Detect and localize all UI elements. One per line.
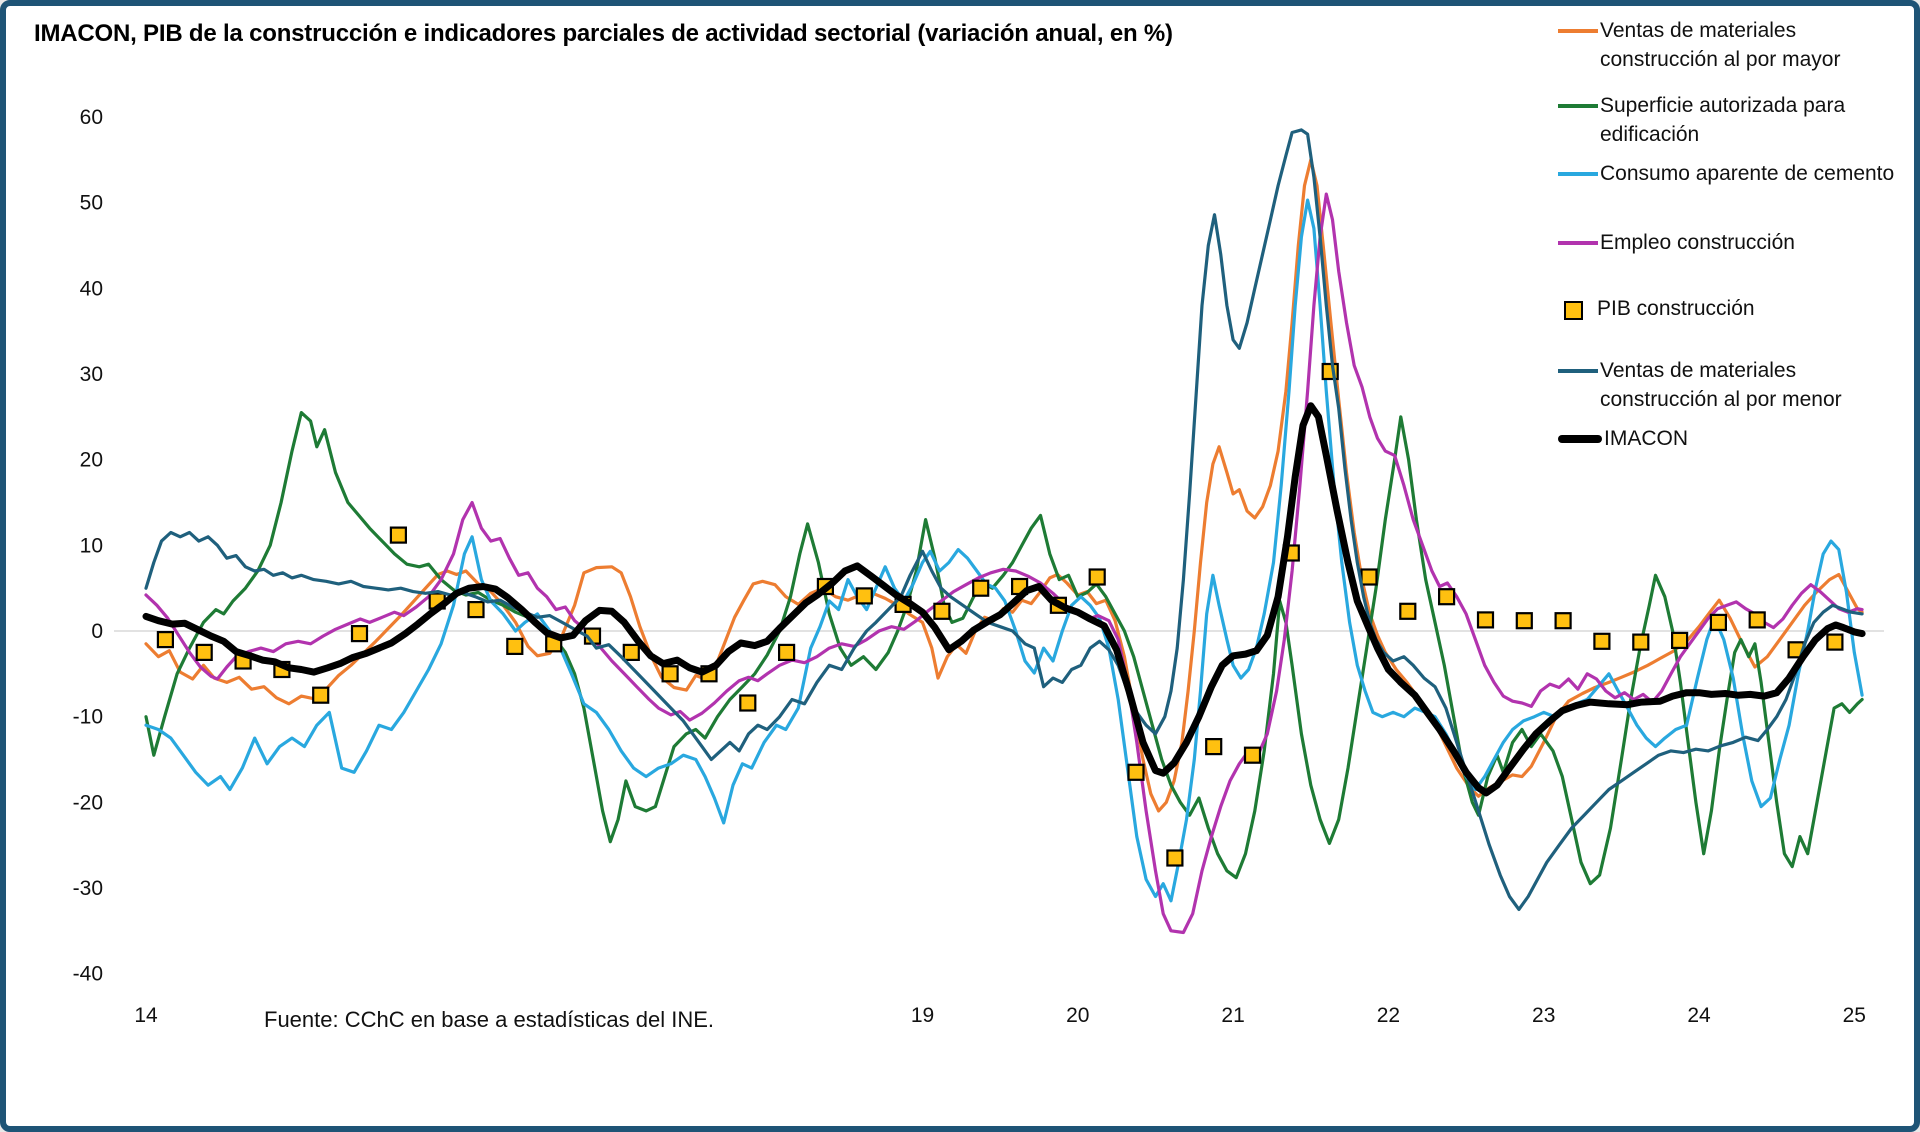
series-line-ventas-materiales-mayor xyxy=(144,158,1864,813)
y-axis-label: 20 xyxy=(80,449,103,472)
y-axis-label: -10 xyxy=(73,706,103,729)
chart-title: IMACON, PIB de la construcción e indicad… xyxy=(34,20,1173,47)
x-axis-label: 14 xyxy=(134,1004,158,1027)
legend-item-superficie: Superficie autorizada para edificación xyxy=(1558,91,1900,149)
y-axis-label: 0 xyxy=(91,620,103,643)
legend-label: Ventas de materiales construcción al por… xyxy=(1600,359,1842,411)
pib-square-marker xyxy=(1748,611,1766,629)
y-axis-label: 10 xyxy=(80,534,103,557)
y-axis-label: 50 xyxy=(80,192,103,215)
pib-square-marker xyxy=(1632,633,1650,651)
pib-square-marker xyxy=(777,643,796,662)
pib-square-markers xyxy=(156,362,1844,867)
y-axis-label: 60 xyxy=(80,106,103,129)
x-axis-label: 23 xyxy=(1532,1004,1555,1027)
x-axis-label: 24 xyxy=(1687,1004,1711,1027)
series-line-imacon xyxy=(142,402,1866,797)
legend-label: Ventas de materiales construcción al por… xyxy=(1600,19,1841,71)
legend-item-imacon: IMACON xyxy=(1558,424,1904,453)
x-axis-label: 20 xyxy=(1066,1004,1089,1027)
x-axis-label: 21 xyxy=(1221,1004,1244,1027)
pib-square-marker xyxy=(195,643,213,662)
x-axis-label: 22 xyxy=(1377,1004,1400,1027)
series-line-superficie-autorizada xyxy=(144,411,1864,886)
pib-square-marker xyxy=(467,600,485,619)
black-thick-line-swatch-icon xyxy=(1558,435,1602,443)
pib-square-marker xyxy=(1205,737,1223,756)
pib-square-marker xyxy=(622,643,640,662)
legend-label: Superficie autorizada para edificación xyxy=(1600,94,1846,146)
pib-square-marker xyxy=(1437,588,1456,606)
series-line-consumo-cemento xyxy=(144,198,1864,903)
x-axis-label: 25 xyxy=(1843,1004,1866,1027)
pib-square-marker xyxy=(972,579,990,597)
pib-square-marker xyxy=(1166,849,1184,867)
pib-square-marker xyxy=(661,665,679,683)
pib-square-marker xyxy=(1127,763,1145,781)
pib-square-marker xyxy=(1515,612,1533,630)
series-line-empleo-construccion xyxy=(144,192,1864,935)
legend-item-pib: PIB construcción xyxy=(1558,294,1887,323)
pib-square-marker xyxy=(312,686,330,704)
y-axis-label: -30 xyxy=(73,877,103,900)
legend-item-ventas-menor: Ventas de materiales construcción al por… xyxy=(1558,356,1900,414)
legend-item-empleo: Empleo construcción xyxy=(1558,228,1900,257)
legend-label: Consumo aparente de cemento xyxy=(1600,162,1895,185)
pib-square-marker xyxy=(506,637,524,656)
pib-square-marker xyxy=(1476,611,1495,629)
pib-square-marker xyxy=(1709,613,1728,632)
pib-square-marker xyxy=(156,630,174,649)
pib-square-marker xyxy=(1826,633,1844,651)
legend-item-ventas-mayor: Ventas de materiales construcción al por… xyxy=(1558,16,1900,74)
pib-square-marker xyxy=(350,624,369,643)
magenta-line-swatch-icon xyxy=(1558,241,1598,245)
pib-square-marker xyxy=(1088,568,1106,586)
cyan-line-swatch-icon xyxy=(1558,172,1598,176)
pib-square-marker xyxy=(1243,746,1262,764)
x-axis-label: 19 xyxy=(911,1004,934,1027)
pib-square-marker xyxy=(933,602,951,620)
y-axis-label: -20 xyxy=(73,791,103,814)
pib-square-marker xyxy=(855,587,873,605)
chart-plot-area: 60 50 40 30 20 10 0 -10 -20 -30 -40 14 19 20 21 22 23 24 2… xyxy=(73,106,1884,1027)
series-line-ventas-materiales-menor xyxy=(144,128,1864,912)
y-axis-label: 30 xyxy=(80,363,103,386)
pib-square-marker xyxy=(739,694,757,712)
pib-square-marker xyxy=(1554,612,1572,630)
legend-label: IMACON xyxy=(1604,427,1688,450)
pib-square-marker xyxy=(389,526,407,544)
green-line-swatch-icon xyxy=(1558,104,1598,108)
source-note: Fuente: CChC en base a estadísticas del … xyxy=(256,1007,723,1033)
legend-label: PIB construcción xyxy=(1597,297,1755,320)
legend-item-cemento: Consumo aparente de cemento xyxy=(1558,159,1900,188)
gold-square-swatch-icon xyxy=(1564,301,1583,320)
pib-square-marker xyxy=(1399,602,1417,620)
pib-square-marker xyxy=(1593,632,1611,650)
y-axis-label: -40 xyxy=(73,963,103,986)
pib-square-marker xyxy=(1360,568,1378,586)
pib-square-marker xyxy=(1670,631,1689,650)
legend-label: Empleo construcción xyxy=(1600,231,1795,254)
orange-line-swatch-icon xyxy=(1558,29,1598,33)
y-axis-label: 40 xyxy=(80,277,103,300)
teal-line-swatch-icon xyxy=(1558,369,1598,373)
